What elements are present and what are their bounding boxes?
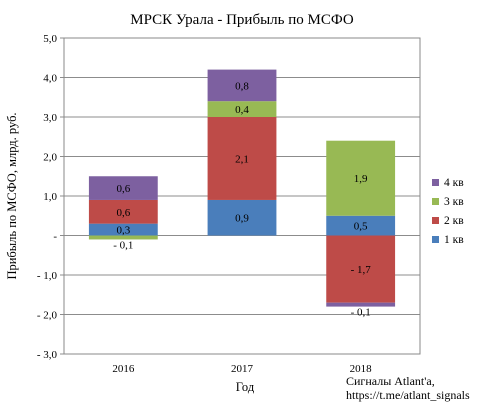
bar-segment [207,199,277,236]
data-label: 0,5 [354,221,368,233]
y-axis-label: Прибыль по МСФО, млрд. руб. [5,112,19,279]
bar-segment [326,302,396,307]
data-label: 0,8 [235,80,249,92]
bar-segment [88,199,158,224]
bar-segment [326,140,396,216]
y-tick-label: 5,0 [43,33,57,45]
legend-label: 4 кв [444,177,464,189]
bar-segment [326,235,396,303]
data-label: 2,1 [235,153,249,165]
annotation-line-1: Сигналы Atlant'a, [346,374,435,388]
data-label: 0,6 [116,183,130,195]
data-label: - 1,7 [351,264,372,276]
bars: 0,3 0,6 - 0,1 0,6 0,9 2,1 0,4 0,8 0,5 - 1,7 1,9 - 0… [88,69,396,319]
y-tick-label: 4,0 [43,73,57,85]
bar-segment [207,117,277,200]
data-label: 0,9 [235,213,249,225]
bar-segment [207,101,277,117]
x-tick-label: 2017 [231,363,254,375]
y-tick-label: 2,0 [43,152,57,164]
y-tick-label: - 2,0 [37,310,58,322]
plot-frame [63,37,421,355]
bar-segment [88,235,158,240]
annotation-line-2: https://t.me/atlant_signals [346,388,470,402]
y-tick-label: - [53,231,57,243]
y-tick-label: 1,0 [43,191,57,203]
y-tick-label: - 1,0 [37,270,58,282]
chart-title: МРСК Урала - Прибыль по МСФО [130,12,354,28]
bar-segment [88,223,158,236]
legend-swatch [432,236,439,243]
data-label: 0,3 [116,225,130,237]
bar-segment [207,69,277,102]
bar-segment [326,215,396,236]
y-tick-label: 3,0 [43,112,57,124]
legend-label: 1 кв [444,234,464,246]
data-label: 1,9 [354,173,368,185]
data-label: - 0,1 [113,239,133,251]
legend: 4 кв 3 кв 2 кв 1 кв [432,177,464,246]
legend-swatch [432,198,439,205]
legend-swatch [432,179,439,186]
x-tick-label: 2016 [112,363,135,375]
x-tick-label: 2018 [350,363,373,375]
legend-label: 3 кв [444,196,464,208]
x-tick-labels: 2016 2017 2018 [112,363,372,375]
data-label: - 0,1 [351,307,371,319]
y-tick-labels: - 3,0 - 2,0 - 1,0 - 1,0 2,0 3,0 4,0 5,0 [37,33,58,361]
data-label: 0,4 [235,104,249,116]
legend-label: 2 кв [444,215,464,227]
bar-segment [88,176,158,200]
x-axis-label: Год [236,380,255,394]
y-tick-label: - 3,0 [37,349,58,361]
data-label: 0,6 [116,207,130,219]
legend-swatch [432,217,439,224]
